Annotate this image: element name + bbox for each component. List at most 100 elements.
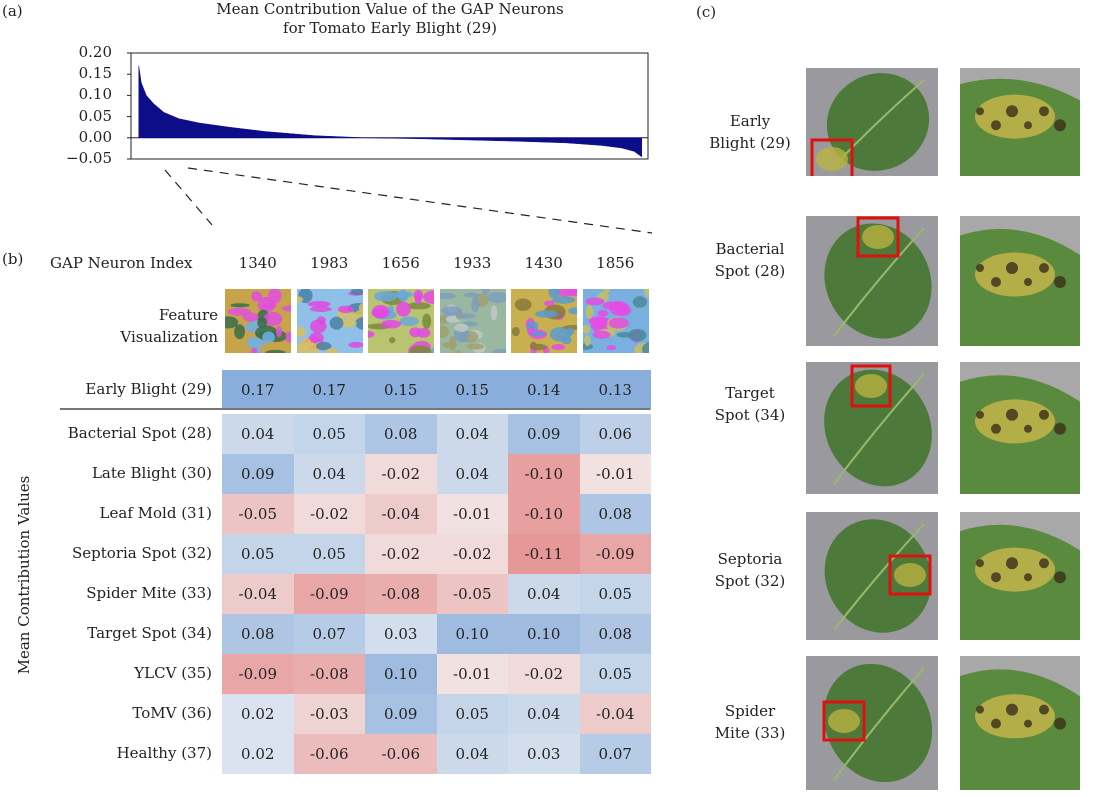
heatmap-cell-value: 0.17 — [312, 381, 346, 399]
heatmap-cell-value: 0.02 — [241, 705, 275, 723]
heatmap-cell-value: 0.04 — [241, 425, 275, 443]
heatmap-cell: 0.15 — [436, 370, 508, 410]
heatmap-cell: 0.09 — [508, 414, 580, 454]
heatmap-cell-value: 0.08 — [598, 505, 632, 523]
disease-label-line1: Bacterial — [715, 240, 785, 258]
heatmap-cell-value: -0.10 — [524, 505, 563, 523]
heatmap-cell: -0.02 — [293, 494, 365, 534]
heatmap-row-label: Septoria Spot (32) — [72, 544, 212, 562]
heatmap-cell: 0.02 — [222, 734, 294, 774]
area-series — [138, 65, 643, 158]
heatmap-cell: 0.04 — [508, 694, 580, 734]
heatmap-cell: 0.08 — [579, 494, 651, 534]
heatmap-cell: -0.08 — [293, 654, 365, 694]
feature-label-line2: Visualization — [120, 328, 218, 346]
heatmap-cell-value: -0.01 — [596, 465, 635, 483]
leaf-zoom-crop — [960, 512, 1080, 640]
heatmap-cell: 0.02 — [222, 694, 294, 734]
neuron-index-1983: 1983 — [310, 254, 349, 272]
heatmap-row-label: ToMV (36) — [132, 704, 212, 722]
feature-visualization-image — [224, 288, 292, 354]
heatmap-cell-value: -0.02 — [453, 545, 492, 563]
heatmap-cell: 0.05 — [436, 694, 508, 734]
zoom-line-right — [187, 167, 653, 234]
heatmap-cell-value: 0.04 — [527, 705, 561, 723]
disease-label-line2: Spot (32) — [714, 572, 786, 590]
heatmap-cell: -0.02 — [365, 454, 437, 494]
leaf-zoom-crop — [960, 68, 1080, 176]
heatmap-cell-value: 0.09 — [384, 705, 418, 723]
chart-subtitle: for Tomato Early Blight (29) — [283, 19, 497, 37]
disease-example-label: Target Spot (34) — [700, 382, 800, 426]
heatmap-cell-value: -0.03 — [310, 705, 349, 723]
heatmap-cell: 0.03 — [365, 614, 437, 654]
heatmap-cell: -0.01 — [579, 454, 651, 494]
heatmap-cell-value: -0.09 — [310, 585, 349, 603]
heatmap-cell-value: 0.04 — [527, 585, 561, 603]
heatmap-cell-value: -0.08 — [381, 585, 420, 603]
heatmap-cell-value: 0.08 — [384, 425, 418, 443]
heatmap-cell-value: 0.05 — [598, 665, 632, 683]
ytick-label: −0.05 — [66, 149, 112, 167]
disease-label-line1: Septoria — [717, 550, 783, 568]
heatmap-cell-value: 0.05 — [312, 425, 346, 443]
heatmap-cell-value: 0.03 — [384, 625, 418, 643]
gap-neuron-index-label: GAP Neuron Index — [50, 254, 193, 272]
heatmap-cell: 0.03 — [508, 734, 580, 774]
heatmap-cell-value: -0.01 — [453, 665, 492, 683]
ytick-label: 0.15 — [78, 64, 112, 83]
heatmap-cell: -0.04 — [579, 694, 651, 734]
heatmap-cell: 0.05 — [579, 654, 651, 694]
feature-visualization-image — [510, 288, 578, 354]
disease-example-label: Early Blight (29) — [700, 110, 800, 154]
heatmap-cell: -0.02 — [436, 534, 508, 574]
heatmap-cell: -0.01 — [436, 654, 508, 694]
contribution-area-chart — [127, 52, 649, 160]
leaf-zoom-crop — [960, 362, 1080, 494]
heatmap-cell-value: 0.07 — [598, 745, 632, 763]
heatmap-cell-value: 0.17 — [241, 381, 275, 399]
chart-title: Mean Contribution Value of the GAP Neuro… — [216, 0, 564, 18]
feature-visualization-image — [367, 288, 435, 354]
feature-label-line1: Feature — [158, 306, 218, 324]
heatmap-cell: -0.09 — [222, 654, 294, 694]
ytick-label: 0.00 — [78, 127, 112, 146]
heatmap-cell-value: -0.02 — [310, 505, 349, 523]
neuron-index-1656: 1656 — [381, 254, 420, 272]
heatmap-cell-value: -0.09 — [238, 665, 277, 683]
heatmap-cell: 0.04 — [222, 414, 294, 454]
heatmap-row-label: Leaf Mold (31) — [99, 504, 212, 522]
heatmap-cell-value: -0.02 — [524, 665, 563, 683]
heatmap-cell-value: 0.09 — [241, 465, 275, 483]
heatmap-cell: 0.05 — [579, 574, 651, 614]
panel-label-c: (c) — [696, 3, 717, 21]
highlight-box — [810, 138, 854, 176]
heatmap-cell-value: 0.05 — [455, 705, 489, 723]
heatmap-cell-value: 0.10 — [384, 665, 418, 683]
heatmap-cell: 0.04 — [293, 454, 365, 494]
heatmap-cell-value: 0.08 — [241, 625, 275, 643]
feature-visualization-image — [295, 288, 364, 354]
plot-frame — [130, 52, 649, 160]
heatmap-row-label: Early Blight (29) — [85, 380, 212, 398]
heatmap-cell: 0.10 — [436, 614, 508, 654]
heatmap-cell: 0.07 — [293, 614, 365, 654]
heatmap-cell-value: -0.04 — [238, 585, 277, 603]
heatmap-cell-value: 0.07 — [312, 625, 346, 643]
heatmap-cell: 0.17 — [222, 370, 294, 410]
heatmap-cell-value: -0.06 — [381, 745, 420, 763]
heatmap-cell-value: -0.05 — [238, 505, 277, 523]
disease-example-label: Bacterial Spot (28) — [700, 238, 800, 282]
leaf-zoom-crop — [960, 656, 1080, 790]
leaf-photo — [806, 68, 938, 176]
heatmap-row-label: Spider Mite (33) — [86, 584, 212, 602]
heatmap-cell-value: 0.13 — [598, 381, 632, 399]
heatmap-cell: -0.05 — [222, 494, 294, 534]
heatmap-row-label: Bacterial Spot (28) — [67, 424, 212, 442]
neuron-index-1430: 1430 — [524, 254, 563, 272]
neuron-index-1856: 1856 — [596, 254, 635, 272]
disease-label-line2: Mite (33) — [714, 724, 786, 742]
heatmap-cell-value: 0.05 — [312, 545, 346, 563]
heatmap-cell: 0.10 — [365, 654, 437, 694]
heatmap-cell: 0.10 — [508, 614, 580, 654]
